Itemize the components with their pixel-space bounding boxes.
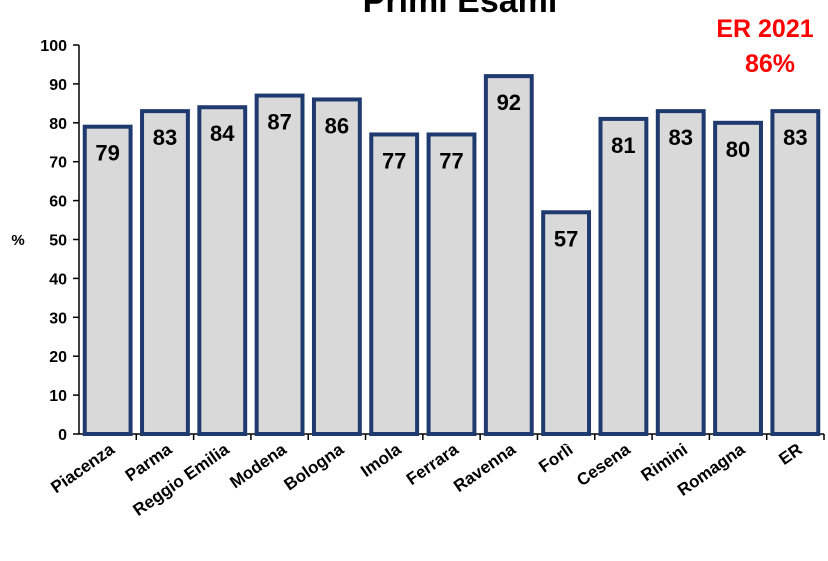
x-tick-label: Cesena xyxy=(573,439,634,490)
bar xyxy=(541,210,592,436)
bar xyxy=(82,124,133,436)
data-label: 92 xyxy=(497,90,521,115)
data-label: 77 xyxy=(439,148,463,173)
y-tick-label: 100 xyxy=(40,38,67,55)
x-tick-label: ER xyxy=(775,440,805,469)
y-tick-label: 0 xyxy=(58,427,67,444)
chart-title: Primi Esami xyxy=(363,0,558,20)
y-tick-label: 80 xyxy=(49,116,67,133)
bar xyxy=(713,120,763,437)
data-label: 83 xyxy=(783,125,807,150)
data-label: 84 xyxy=(210,121,235,146)
bar xyxy=(140,109,190,436)
y-tick-label: 60 xyxy=(49,194,67,211)
x-tick-label: Imola xyxy=(357,439,405,480)
y-tick-label: 20 xyxy=(49,349,67,366)
x-tick-label: Piacenza xyxy=(47,439,118,497)
data-label: 87 xyxy=(267,110,291,135)
annotation-line-1: ER 2021 xyxy=(716,15,813,43)
data-label: 79 xyxy=(95,141,119,166)
bar xyxy=(770,109,821,436)
y-axis-label: % xyxy=(11,232,24,249)
bar xyxy=(655,109,706,436)
annotation-line-2: 86% xyxy=(745,50,795,78)
data-label: 77 xyxy=(382,148,406,173)
x-tick-label: Bologna xyxy=(281,439,348,494)
x-tick-label: Reggio Emilia xyxy=(130,439,233,519)
plot-area: 010203040506070809010079Piacenza83Parma8… xyxy=(40,38,825,520)
y-tick-label: 70 xyxy=(49,155,67,172)
bar xyxy=(483,74,534,437)
bar xyxy=(254,93,305,436)
data-label: 80 xyxy=(726,137,750,162)
data-label: 83 xyxy=(153,125,177,150)
data-label: 81 xyxy=(611,133,635,158)
x-tick-label: Ravenna xyxy=(450,439,519,496)
data-label: 57 xyxy=(554,226,578,251)
data-label: 86 xyxy=(325,113,349,138)
y-tick-label: 90 xyxy=(49,77,67,94)
bar xyxy=(197,105,248,437)
bar xyxy=(598,116,649,436)
bar xyxy=(369,132,420,436)
y-tick-label: 50 xyxy=(49,233,67,250)
bar xyxy=(311,97,362,437)
x-tick-label: Forlì xyxy=(535,440,576,477)
data-label: 83 xyxy=(668,125,692,150)
x-tick-label: Modena xyxy=(226,439,290,492)
bar xyxy=(426,132,477,436)
y-tick-label: 30 xyxy=(49,310,67,327)
y-tick-label: 40 xyxy=(49,271,67,288)
y-tick-label: 10 xyxy=(49,388,67,405)
